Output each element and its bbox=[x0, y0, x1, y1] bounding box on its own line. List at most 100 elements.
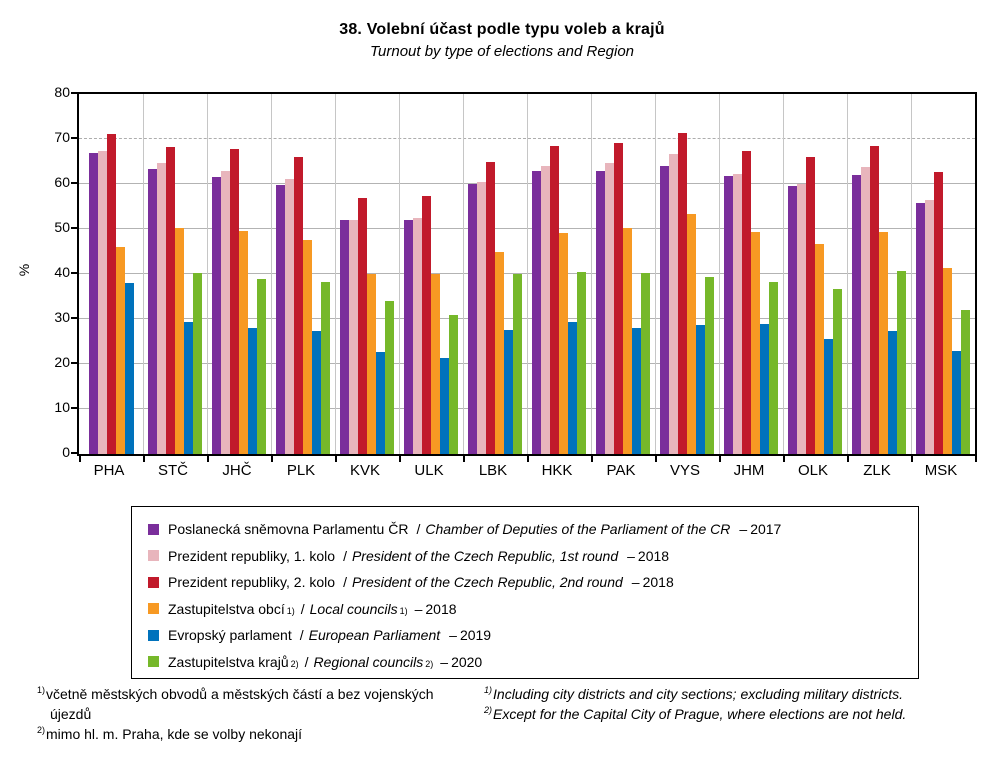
bar-groups bbox=[79, 94, 975, 454]
legend-label-en: Regional councils bbox=[313, 653, 424, 670]
bar-STČ-chamber-of-deputies-2017 bbox=[148, 169, 157, 454]
bar-JHM-local-councils-2018 bbox=[751, 231, 760, 454]
bar-JHČ-european-parliament-2019 bbox=[248, 327, 257, 454]
legend-dash: – bbox=[414, 600, 423, 617]
bar-MSK-european-parliament-2019 bbox=[952, 350, 961, 454]
y-tick bbox=[71, 272, 77, 274]
x-axis-labels: PHA STČ JHČ PLK KVK ULK LBK HKK PAK VYS JHM OLK ZLK M… bbox=[77, 462, 973, 479]
footnote-marker: 2) bbox=[37, 725, 46, 736]
bar-STČ-president-2nd-round-2018 bbox=[166, 146, 175, 454]
x-axis-label-OLK: OLK bbox=[797, 462, 828, 479]
y-tick bbox=[71, 362, 77, 364]
x-axis-label-ULK: ULK bbox=[414, 462, 444, 479]
bar-group-STČ bbox=[143, 94, 207, 454]
y-tick bbox=[71, 92, 77, 94]
bar-HKK-president-1st-round-2018 bbox=[541, 165, 550, 454]
x-axis-label-ZLK: ZLK bbox=[863, 462, 891, 479]
y-tick-label: 10 bbox=[54, 399, 70, 415]
bar-ULK-european-parliament-2019 bbox=[440, 358, 449, 454]
bar-JHM-president-2nd-round-2018 bbox=[742, 150, 751, 454]
bar-group-MSK bbox=[911, 94, 975, 454]
footnote-text: Except for the Capital City of Prague, w… bbox=[493, 706, 907, 722]
bar-PAK-local-councils-2018 bbox=[623, 228, 632, 454]
x-axis-label-KVK: KVK bbox=[349, 462, 380, 479]
legend-separator: / bbox=[343, 547, 347, 564]
x-tick bbox=[463, 454, 465, 462]
y-tick bbox=[71, 407, 77, 409]
bar-PLK-local-councils-2018 bbox=[303, 240, 312, 454]
bar-PLK-president-1st-round-2018 bbox=[285, 178, 294, 454]
legend-item-regional-councils: Zastupitelstva krajů 2) / Regional councils… bbox=[148, 649, 918, 676]
legend-label-en: European Parliament bbox=[308, 627, 441, 644]
legend-year: 2019 bbox=[459, 627, 492, 644]
bar-OLK-local-councils-2018 bbox=[815, 244, 824, 454]
footnote-text: Including city districts and city sectio… bbox=[493, 686, 904, 702]
bar-VYS-european-parliament-2019 bbox=[696, 324, 705, 454]
x-axis-label-JHČ: JHČ bbox=[222, 462, 252, 479]
legend-swatch-european-parliament bbox=[148, 629, 159, 641]
bar-KVK-president-2nd-round-2018 bbox=[358, 197, 367, 454]
bar-JHČ-president-2nd-round-2018 bbox=[230, 148, 239, 454]
category-separator bbox=[719, 94, 720, 454]
category-separator bbox=[143, 94, 144, 454]
footnote-text: mimo hl. m. Praha, kde se volby nekonají bbox=[46, 726, 303, 742]
bar-group-ZLK bbox=[847, 94, 911, 454]
x-axis-label-PLK: PLK bbox=[286, 462, 316, 479]
y-tick-label: 0 bbox=[62, 444, 70, 460]
x-tick bbox=[143, 454, 145, 462]
legend-label-en: President of the Czech Republic, 1st rou… bbox=[351, 547, 619, 564]
bar-group-JHČ bbox=[207, 94, 271, 454]
legend-label-cz: Prezident republiky, 1. kolo bbox=[168, 547, 336, 564]
x-axis-label-STČ: STČ bbox=[158, 462, 188, 479]
legend-year: 2017 bbox=[750, 521, 782, 538]
legend-label-en: Local councils bbox=[309, 600, 398, 617]
y-tick bbox=[71, 182, 77, 184]
bar-group-KVK bbox=[335, 94, 399, 454]
bar-HKK-european-parliament-2019 bbox=[568, 321, 577, 454]
y-tick bbox=[71, 317, 77, 319]
x-tick bbox=[207, 454, 209, 462]
footnotes-czech: 1)včetně městských obvodů a městských čá… bbox=[35, 684, 447, 744]
bar-JHČ-president-1st-round-2018 bbox=[221, 170, 230, 454]
x-tick bbox=[591, 454, 593, 462]
bar-ULK-local-councils-2018 bbox=[431, 274, 440, 454]
x-axis-label-PAK: PAK bbox=[606, 462, 636, 479]
legend-dash: – bbox=[739, 521, 748, 538]
category-separator bbox=[335, 94, 336, 454]
x-tick bbox=[271, 454, 273, 462]
legend-separator: / bbox=[304, 653, 309, 670]
bar-ZLK-local-councils-2018 bbox=[879, 231, 888, 454]
bar-VYS-president-1st-round-2018 bbox=[669, 153, 678, 454]
legend-dash: – bbox=[631, 574, 640, 591]
footnote-cz-2: 2)mimo hl. m. Praha, kde se volby nekona… bbox=[35, 724, 447, 744]
bar-MSK-regional-councils-2020 bbox=[961, 310, 970, 454]
bar-JHČ-regional-councils-2020 bbox=[257, 278, 266, 454]
bar-ZLK-regional-councils-2020 bbox=[897, 270, 906, 454]
footnotes-english: 1)Including city districts and city sect… bbox=[482, 684, 987, 744]
bar-PAK-president-2nd-round-2018 bbox=[614, 142, 623, 454]
y-tick-label: 70 bbox=[54, 129, 70, 145]
bar-ZLK-chamber-of-deputies-2017 bbox=[852, 175, 861, 454]
bar-MSK-chamber-of-deputies-2017 bbox=[916, 203, 925, 454]
category-separator bbox=[847, 94, 848, 454]
bar-MSK-president-1st-round-2018 bbox=[925, 199, 934, 454]
bar-PHA-president-2nd-round-2018 bbox=[106, 134, 116, 454]
x-tick bbox=[399, 454, 401, 462]
footnote-marker: 1) bbox=[484, 685, 493, 696]
x-tick bbox=[655, 454, 657, 462]
legend-label-cz: Zastupitelstva krajů bbox=[168, 653, 289, 670]
legend-item-chamber-of-deputies: Poslanecká sněmovna Parlamentu ČR / Chambe… bbox=[148, 516, 918, 543]
bar-KVK-chamber-of-deputies-2017 bbox=[340, 220, 349, 454]
bar-PAK-chamber-of-deputies-2017 bbox=[596, 171, 605, 454]
bar-OLK-regional-councils-2020 bbox=[833, 289, 842, 454]
bar-ULK-chamber-of-deputies-2017 bbox=[404, 219, 413, 454]
bar-ULK-president-2nd-round-2018 bbox=[422, 195, 431, 454]
bar-PLK-chamber-of-deputies-2017 bbox=[276, 184, 285, 454]
legend-separator: / bbox=[416, 521, 421, 538]
x-tick bbox=[911, 454, 913, 462]
bar-PLK-european-parliament-2019 bbox=[312, 331, 321, 454]
legend-swatch-local-councils bbox=[148, 603, 159, 615]
x-axis-label-HKK: HKK bbox=[541, 462, 573, 479]
x-tick bbox=[719, 454, 721, 462]
